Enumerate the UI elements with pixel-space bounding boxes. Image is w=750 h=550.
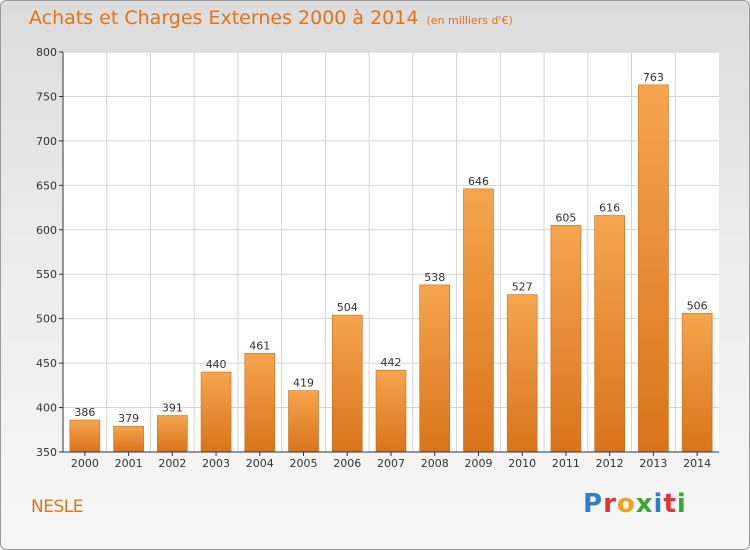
x-tick-label: 2009 <box>464 457 492 470</box>
x-tick-label: 2012 <box>596 457 624 470</box>
y-tick-label: 800 <box>36 46 57 59</box>
y-tick-label: 400 <box>36 402 57 415</box>
bar <box>550 225 582 453</box>
bar <box>681 313 713 453</box>
bar <box>69 419 101 453</box>
bar <box>157 415 188 453</box>
x-tick-label: 2006 <box>333 457 361 470</box>
bar <box>288 390 319 453</box>
bar <box>113 425 144 453</box>
y-tick-label: 750 <box>36 90 57 103</box>
data-label: 506 <box>687 299 708 312</box>
logo-letter: P <box>583 489 604 519</box>
y-tick-label: 550 <box>36 268 57 281</box>
bar <box>200 371 232 453</box>
data-label: 442 <box>381 356 402 369</box>
logo-letter: t <box>663 489 677 519</box>
data-label: 440 <box>206 358 227 371</box>
data-label: 386 <box>74 406 95 419</box>
x-tick-label: 2014 <box>683 457 711 470</box>
location-label: NESLE <box>31 497 83 517</box>
bar <box>331 314 363 453</box>
x-tick-label: 2005 <box>290 457 318 470</box>
x-tick-label: 2013 <box>639 457 667 470</box>
x-tick-label: 2001 <box>115 457 143 470</box>
logo-letter: o <box>616 489 636 519</box>
y-tick-label: 500 <box>36 313 57 326</box>
bar <box>594 215 625 453</box>
data-label: 616 <box>599 202 620 215</box>
x-tick-label: 2000 <box>71 457 99 470</box>
bar <box>463 188 494 453</box>
x-tick-label: 2011 <box>552 457 580 470</box>
x-tick-label: 2002 <box>158 457 186 470</box>
chart-title: Achats et Charges Externes 2000 à 2014 (e… <box>29 7 513 29</box>
data-label: 391 <box>162 402 183 415</box>
y-tick-label: 650 <box>36 179 57 192</box>
bar <box>375 369 407 453</box>
logo-letter: i <box>653 489 664 519</box>
y-tick-label: 700 <box>36 135 57 148</box>
bar <box>419 284 451 453</box>
data-label: 461 <box>249 339 270 352</box>
data-label: 379 <box>118 412 139 425</box>
y-tick-label: 450 <box>36 357 57 370</box>
chart-title-unit: (en milliers d'€) <box>426 14 513 27</box>
x-tick-label: 2007 <box>377 457 405 470</box>
bar <box>244 353 276 453</box>
proxiti-logo: Proxiti <box>583 489 687 519</box>
x-tick-label: 2003 <box>202 457 230 470</box>
data-label: 538 <box>424 271 445 284</box>
data-label: 527 <box>512 281 533 294</box>
y-tick-label: 600 <box>36 224 57 237</box>
data-label: 763 <box>643 71 664 84</box>
logo-letter: i <box>676 489 687 519</box>
bar <box>638 84 669 453</box>
data-label: 605 <box>555 211 576 224</box>
x-tick-label: 2010 <box>508 457 536 470</box>
data-label: 504 <box>337 301 358 314</box>
bar <box>506 294 538 453</box>
x-tick-label: 2008 <box>421 457 449 470</box>
chart-title-main: Achats et Charges Externes 2000 à 2014 <box>29 7 419 29</box>
x-tick-label: 2004 <box>246 457 274 470</box>
y-tick-label: 350 <box>36 446 57 459</box>
logo-letter: x <box>635 489 654 519</box>
data-label: 419 <box>293 377 314 390</box>
logo-letter: r <box>603 489 617 519</box>
data-label: 646 <box>468 175 489 188</box>
